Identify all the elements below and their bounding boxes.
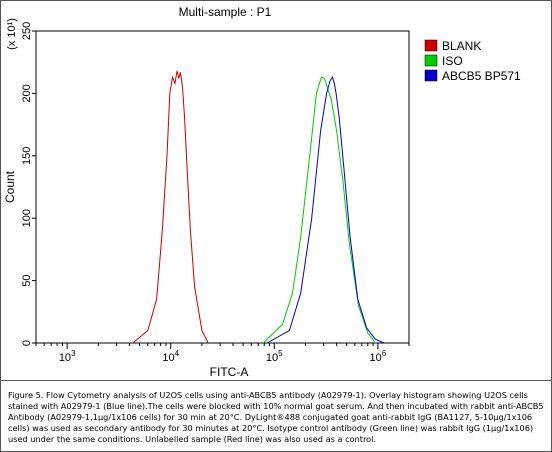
x-tick-label: 104 xyxy=(162,349,179,364)
x-axis-label: FITC-A xyxy=(210,365,249,379)
caption-divider xyxy=(0,380,552,381)
y-tick-label: 150 xyxy=(21,147,33,165)
legend-swatch xyxy=(424,39,438,52)
legend-swatch xyxy=(424,54,438,67)
x-tick-label: 103 xyxy=(59,349,76,364)
series-line-3 xyxy=(266,76,385,344)
series-line-1 xyxy=(132,70,209,344)
y-tick-label: 100 xyxy=(21,209,33,227)
y-axis: 0 50 100 150 200 250 xyxy=(21,22,36,346)
legend-label: BLANK xyxy=(442,39,481,53)
series-line-2 xyxy=(262,76,376,344)
legend-label: ISO xyxy=(442,54,463,68)
chart-title: Multi-sample : P1 xyxy=(179,5,272,19)
y-multiplier-label: (x 10¹) xyxy=(6,18,18,50)
legend-label: ABCB5 BP571 xyxy=(442,69,521,83)
x-tick-label: 105 xyxy=(266,349,283,364)
flow-cytometry-chart: Multi-sample : P1 0 50 100 150 200 250 103 104… xyxy=(3,5,521,379)
x-tick-label: 106 xyxy=(369,349,386,364)
plot-area xyxy=(35,30,410,344)
series-layer xyxy=(132,70,385,344)
x-axis: 103 104 105 106 xyxy=(35,343,410,364)
figure-caption: Figure 5. Flow Cytometry analysis of U2O… xyxy=(8,390,544,444)
y-axis-label: Count xyxy=(3,170,17,203)
y-tick-label: 50 xyxy=(21,274,33,286)
legend-swatch xyxy=(424,69,438,82)
y-tick-label: 0 xyxy=(21,340,33,346)
y-tick-label: 250 xyxy=(21,22,33,40)
y-tick-label: 200 xyxy=(21,84,33,102)
